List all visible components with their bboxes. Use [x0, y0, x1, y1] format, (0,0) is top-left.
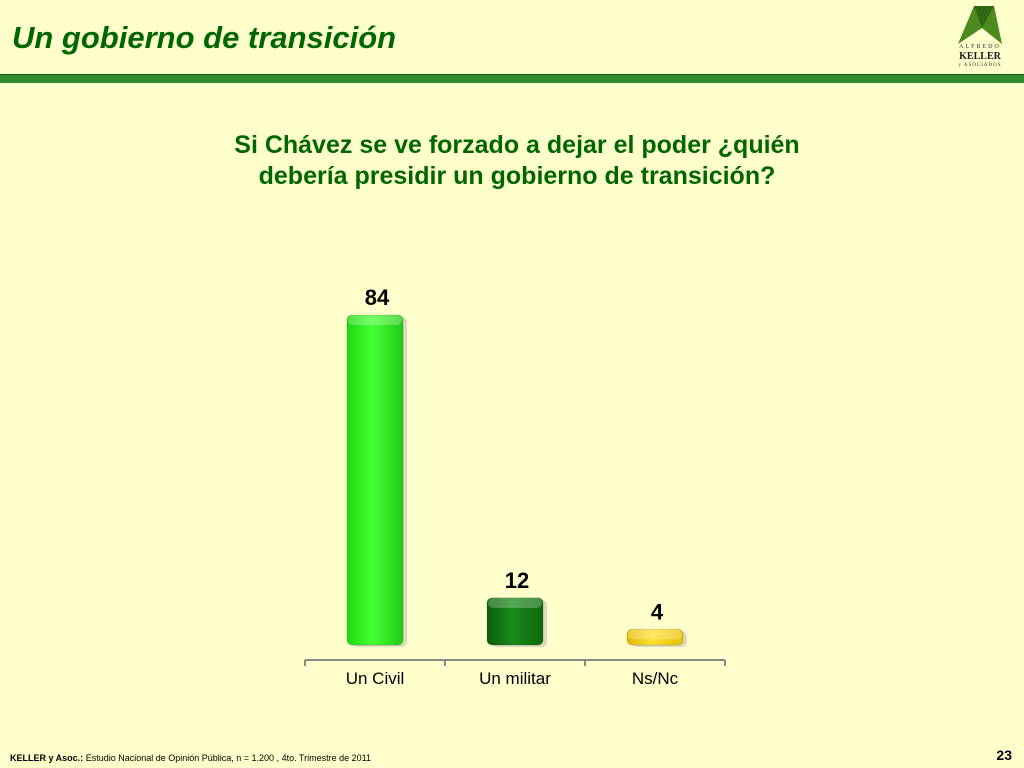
- page-number: 23: [996, 747, 1012, 763]
- bar-un-civil: [346, 314, 404, 646]
- slide-title: Un gobierno de transición: [12, 20, 397, 55]
- chart-question: Si Chávez se ve forzado a dejar el poder…: [234, 131, 800, 190]
- bar-cap-2: [628, 629, 682, 640]
- source-note: KELLER y Asoc.: Estudio Nacional de Opin…: [10, 753, 371, 763]
- category-label-2: Ns/Nc: [632, 669, 679, 688]
- header-divider: [0, 74, 1024, 83]
- data-label-0: 84: [365, 285, 390, 310]
- data-label-1: 12: [505, 568, 529, 593]
- data-label-2: 4: [651, 599, 664, 624]
- keller-logo-icon: [958, 6, 1002, 44]
- category-label-1: Un militar: [479, 669, 551, 688]
- category-label-0: Un Civil: [346, 669, 405, 688]
- bar-ns-nc: [626, 628, 684, 646]
- source-note-label: KELLER y Asoc.:: [10, 753, 84, 763]
- bar-cap-1: [488, 597, 542, 608]
- source-note-text: Estudio Nacional de Opinión Pública, n =…: [83, 753, 371, 763]
- bar-chart: 84 12 4 Un Civil Un militar Ns/Nc: [304, 285, 726, 688]
- bar-un-militar: [486, 597, 544, 646]
- bar-cap-0: [348, 315, 402, 325]
- logo-word-alfredo: ALFREDO: [959, 44, 1001, 50]
- logo-word-keller: KELLER: [959, 51, 1001, 62]
- logo-word-asociados: y ASOCIADOS: [958, 63, 1002, 68]
